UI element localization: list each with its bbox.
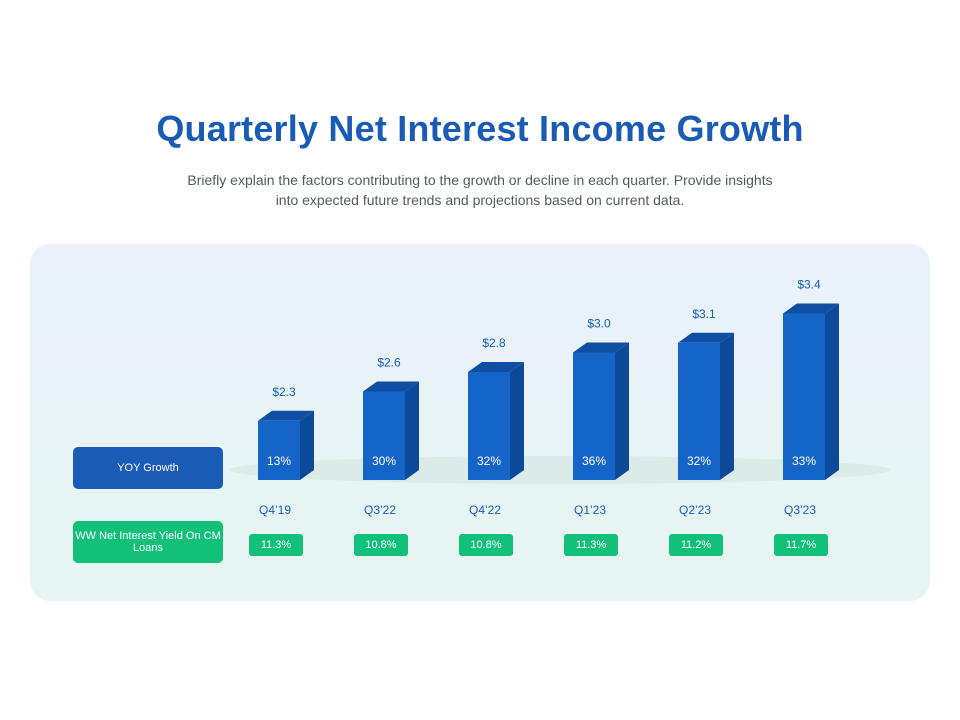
net-interest-yield-label: WW Net Interest Yield On CM Loans — [73, 521, 223, 563]
yoy-growth-value: 32% — [477, 454, 501, 468]
bar-value-label: $3.4 — [797, 278, 821, 292]
bar-top — [363, 381, 419, 392]
category-label: Q3’23 — [784, 503, 816, 517]
bar — [468, 372, 510, 480]
net-interest-yield-badge: 10.8% — [354, 534, 408, 556]
yoy-growth-value: 36% — [582, 454, 606, 468]
yoy-growth-label: YOY Growth — [73, 447, 223, 489]
page-subtitle: Briefly explain the factors contributing… — [187, 172, 773, 208]
bar-side — [825, 303, 839, 480]
bar-side — [615, 342, 629, 480]
bar-top — [678, 332, 734, 343]
bar-value-label: $2.6 — [377, 356, 401, 370]
yoy-growth-value: 30% — [372, 454, 396, 468]
bar-top — [573, 342, 629, 353]
bar-side — [300, 410, 314, 480]
bar — [573, 352, 615, 480]
category-label: Q2’23 — [679, 503, 711, 517]
page-title: Quarterly Net Interest Income Growth — [156, 108, 804, 149]
bar — [363, 391, 405, 480]
bar-top — [783, 303, 839, 314]
category-label: Q3’22 — [364, 503, 396, 517]
category-label: Q4’19 — [259, 503, 291, 517]
category-label: Q1’23 — [574, 503, 606, 517]
bar-side — [720, 332, 734, 480]
bar-top — [258, 410, 314, 421]
bar-side — [405, 381, 419, 480]
bar-value-label: $3.0 — [587, 317, 611, 331]
bar-value-label: $2.3 — [272, 385, 296, 399]
bar — [678, 342, 720, 480]
yoy-growth-value: 32% — [687, 454, 711, 468]
bar-value-label: $3.1 — [692, 307, 716, 321]
net-interest-yield-badge: 11.3% — [564, 534, 618, 556]
bar — [258, 420, 300, 480]
yoy-growth-value: 13% — [267, 454, 291, 468]
category-label: Q4’22 — [469, 503, 501, 517]
net-interest-yield-badge: 11.2% — [669, 534, 723, 556]
net-interest-yield-badge: 10.8% — [459, 534, 513, 556]
bar — [783, 313, 825, 480]
bar-top — [468, 362, 524, 372]
bar-side — [510, 362, 524, 480]
bar-value-label: $2.8 — [482, 336, 506, 350]
yoy-growth-value: 33% — [792, 454, 816, 468]
net-interest-yield-badge: 11.7% — [774, 534, 828, 556]
net-interest-yield-badge: 11.3% — [249, 534, 303, 556]
